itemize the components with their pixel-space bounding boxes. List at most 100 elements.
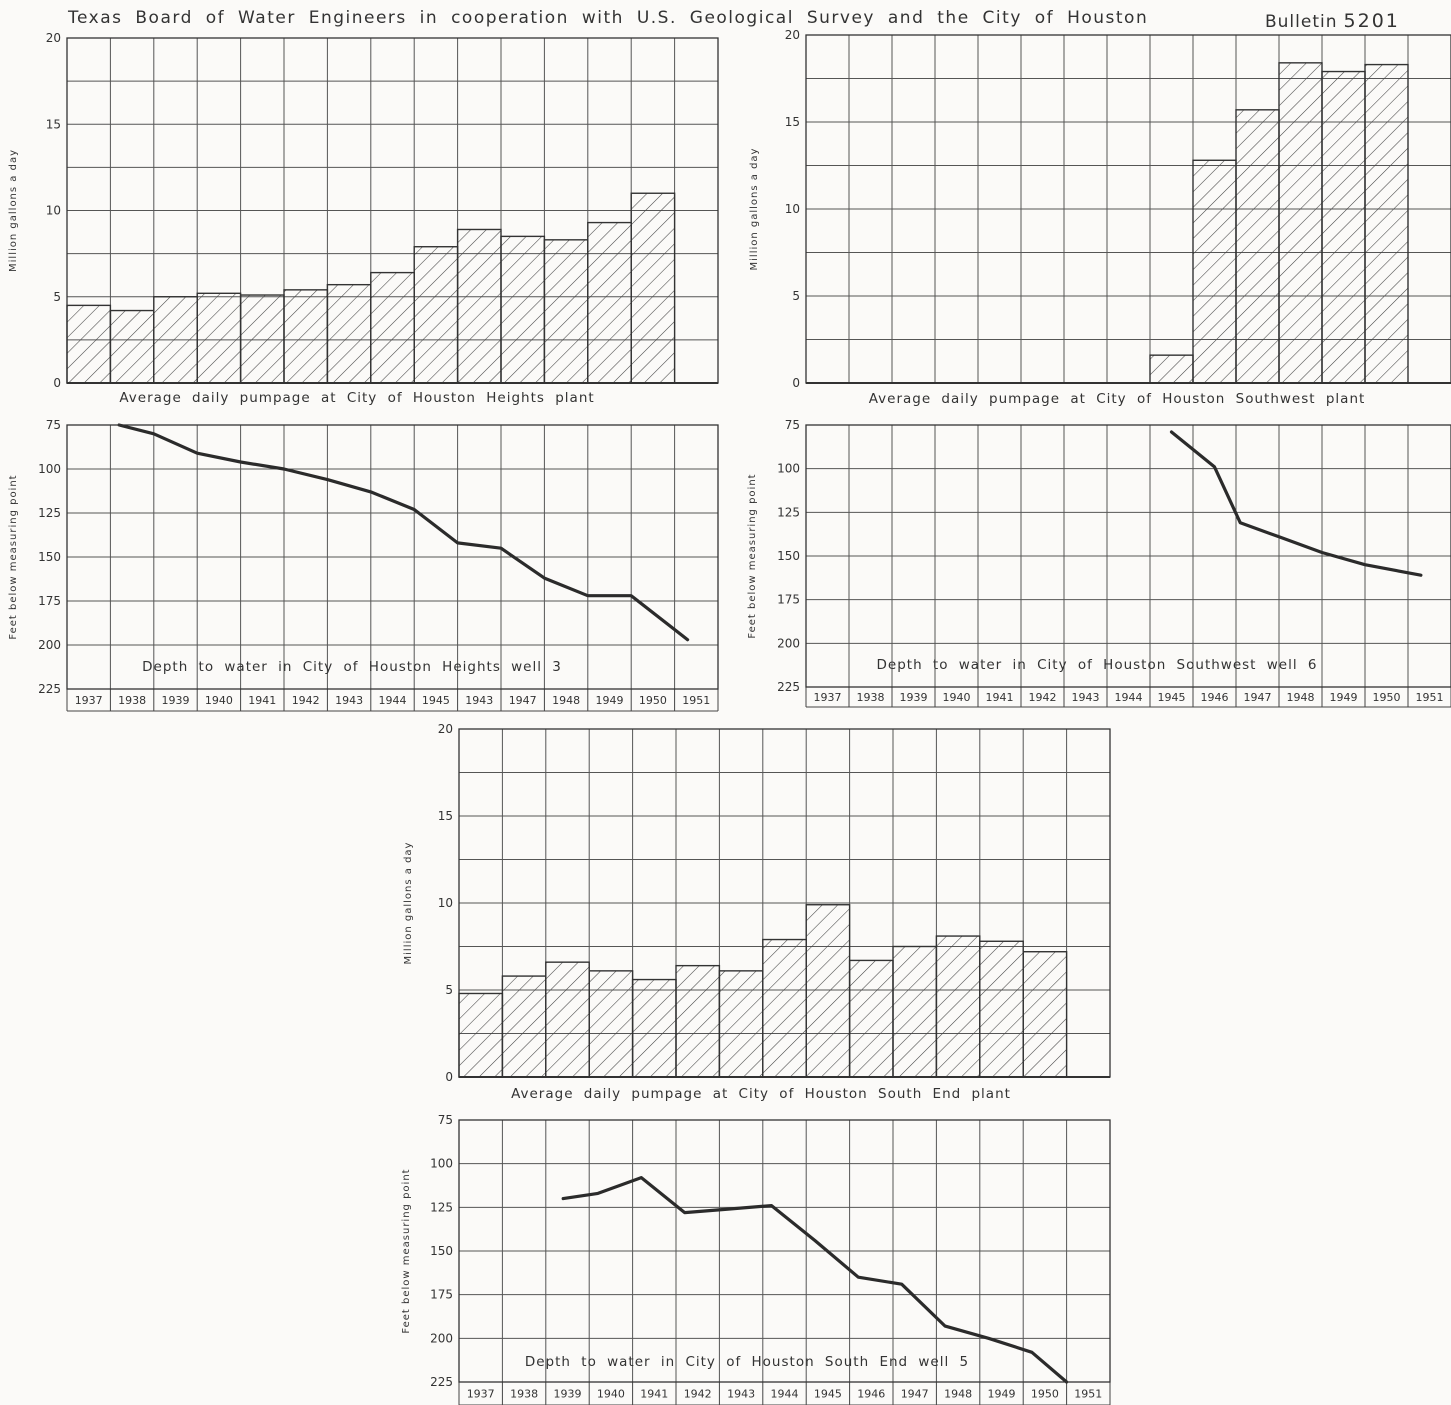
y-tick-label: 200 xyxy=(38,638,61,652)
depth-series-line xyxy=(1169,430,1423,577)
x-tick-label: 1947 xyxy=(901,1388,929,1401)
y-axis-label: Feet below measuring point xyxy=(8,474,19,639)
bar-1941 xyxy=(631,978,677,1078)
x-tick-label: 1947 xyxy=(1244,691,1272,704)
y-tick-label: 0 xyxy=(53,376,61,390)
x-tick-label: 1944 xyxy=(771,1388,799,1401)
x-tick-label: 1942 xyxy=(292,694,320,707)
y-tick-label: 5 xyxy=(445,983,453,997)
bar-1950 xyxy=(1364,63,1409,384)
bar-1944 xyxy=(370,271,415,384)
chart-caption: Depth to water in City of Houston Southw… xyxy=(877,657,1318,673)
bar-1937 xyxy=(458,992,504,1078)
bar-1938 xyxy=(109,309,155,384)
x-tick-label: 1948 xyxy=(944,1388,972,1401)
y-tick-label: 75 xyxy=(46,418,61,432)
x-tick-label: 1938 xyxy=(857,691,885,704)
x-tick-label: 1941 xyxy=(640,1388,668,1401)
bar-1950 xyxy=(1022,951,1068,1078)
depth-series-line xyxy=(117,423,690,642)
x-tick-label: 1948 xyxy=(552,694,580,707)
y-tick-label: 15 xyxy=(785,115,800,129)
chart-caption: Average daily pumpage at City of Houston… xyxy=(869,391,1366,407)
x-tick-label: 1951 xyxy=(1074,1388,1102,1401)
bar-1949 xyxy=(587,221,632,384)
x-tick-label: 1943 xyxy=(1072,691,1100,704)
y-tick-label: 100 xyxy=(777,462,800,476)
bar-1948 xyxy=(543,239,589,384)
y-tick-label: 10 xyxy=(46,204,61,218)
x-tick-label: 1941 xyxy=(986,691,1014,704)
bar-1949 xyxy=(1321,70,1366,384)
bar-1942 xyxy=(283,289,329,384)
plot-frame xyxy=(66,37,719,384)
chart-caption: Average daily pumpage at City of Houston… xyxy=(511,1086,1011,1102)
y-tick-label: 225 xyxy=(38,682,61,696)
x-tick-label: 1942 xyxy=(684,1388,712,1401)
y-tick-label: 175 xyxy=(777,593,800,607)
bar-1946 xyxy=(848,959,894,1078)
bar-1939 xyxy=(153,296,198,384)
y-tick-label: 125 xyxy=(38,506,61,520)
y-tick-label: 125 xyxy=(777,505,800,519)
y-tick-label: 20 xyxy=(785,28,800,42)
y-tick-label: 0 xyxy=(792,376,800,390)
y-tick-label: 20 xyxy=(438,722,453,736)
x-tick-label: 1937 xyxy=(75,694,103,707)
bar-1937 xyxy=(66,304,112,384)
x-tick-label: 1937 xyxy=(467,1388,495,1401)
x-tick-label: 1940 xyxy=(943,691,971,704)
chart-1-pumpage: 0 5 10 15 20 Million gallons a day Average dai… xyxy=(8,31,719,406)
bar-1947 xyxy=(1235,109,1280,384)
bar-1940 xyxy=(196,292,242,384)
y-tick-label: 225 xyxy=(430,1375,453,1389)
y-axis-label: Million gallons a day xyxy=(8,149,19,272)
x-tick-label: 1939 xyxy=(162,694,190,707)
y-tick-label: 10 xyxy=(438,896,453,910)
x-tick-label: 1944 xyxy=(1115,691,1143,704)
y-tick-label: 175 xyxy=(38,594,61,608)
x-tick-label: 1945 xyxy=(422,694,450,707)
plot-frame xyxy=(458,728,1111,1078)
y-tick-label: 75 xyxy=(438,1113,453,1127)
y-tick-label: 200 xyxy=(777,636,800,650)
bar-1944 xyxy=(762,938,807,1078)
x-tick-label: 1950 xyxy=(1031,1388,1059,1401)
x-tick-label: 1943 xyxy=(465,694,493,707)
y-axis-label: Million gallons a day xyxy=(403,842,414,965)
y-tick-label: 15 xyxy=(46,117,61,131)
report-header: Texas Board of Water Engineers in cooper… xyxy=(68,8,1149,28)
grid xyxy=(66,424,719,690)
x-tick-label: 1950 xyxy=(639,694,667,707)
y-tick-label: 5 xyxy=(53,290,61,304)
grid xyxy=(458,1119,1111,1383)
plot-frame xyxy=(66,424,719,690)
y-tick-label: 150 xyxy=(38,550,61,564)
x-tick-label: 1949 xyxy=(1330,691,1358,704)
bar-1946 xyxy=(1192,159,1237,384)
x-tick-label: 1940 xyxy=(597,1388,625,1401)
bar-1949 xyxy=(979,940,1024,1078)
y-tick-label: 150 xyxy=(777,549,800,563)
bar-1948 xyxy=(1278,62,1323,384)
bulletin-number: 5201 xyxy=(1343,10,1400,32)
chart-6-depth: 75 100 125 150 175 200 225 Feet below measuring… xyxy=(401,1113,1111,1405)
x-tick-label: 1950 xyxy=(1373,691,1401,704)
chart-caption: Average daily pumpage at City of Houston… xyxy=(119,390,594,406)
chart-caption: Depth to water in City of Houston Height… xyxy=(142,659,562,675)
y-tick-label: 100 xyxy=(38,462,61,476)
x-tick-label: 1937 xyxy=(814,691,842,704)
y-tick-label: 175 xyxy=(430,1288,453,1302)
y-axis-label: Feet below measuring point xyxy=(747,473,758,638)
x-tick-label: 1946 xyxy=(1201,691,1229,704)
x-tick-label: 1941 xyxy=(248,694,276,707)
y-tick-label: 75 xyxy=(785,418,800,432)
bar-1945 xyxy=(413,246,459,384)
x-tick-label: 1938 xyxy=(118,694,146,707)
bar-1947 xyxy=(500,235,546,384)
x-tick-label: 1938 xyxy=(510,1388,538,1401)
bulletin-label: Bulletin 5201 xyxy=(1265,10,1400,32)
x-tick-label: 1945 xyxy=(814,1388,842,1401)
y-tick-label: 100 xyxy=(430,1157,453,1171)
